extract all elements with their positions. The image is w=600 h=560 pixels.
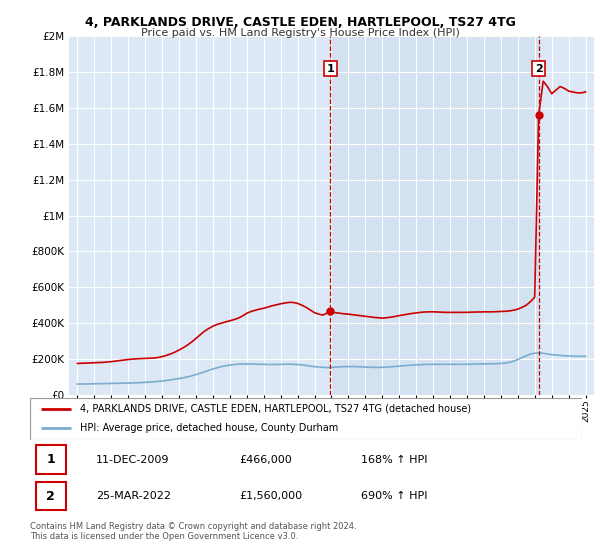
Text: 168% ↑ HPI: 168% ↑ HPI — [361, 455, 428, 465]
Text: £466,000: £466,000 — [240, 455, 293, 465]
Text: 2: 2 — [535, 64, 542, 74]
Text: Contains HM Land Registry data © Crown copyright and database right 2024.
This d: Contains HM Land Registry data © Crown c… — [30, 522, 356, 542]
Bar — [331, 36, 539, 395]
Text: 690% ↑ HPI: 690% ↑ HPI — [361, 491, 428, 501]
Bar — [35, 482, 66, 511]
Text: HPI: Average price, detached house, County Durham: HPI: Average price, detached house, Coun… — [80, 423, 338, 433]
Text: 4, PARKLANDS DRIVE, CASTLE EDEN, HARTLEPOOL, TS27 4TG: 4, PARKLANDS DRIVE, CASTLE EDEN, HARTLEP… — [85, 16, 515, 29]
Text: Price paid vs. HM Land Registry's House Price Index (HPI): Price paid vs. HM Land Registry's House … — [140, 28, 460, 38]
Text: 1: 1 — [326, 64, 334, 74]
Text: 2: 2 — [46, 489, 55, 502]
Bar — [35, 445, 66, 474]
Text: £1,560,000: £1,560,000 — [240, 491, 303, 501]
Text: 25-MAR-2022: 25-MAR-2022 — [96, 491, 171, 501]
Text: 11-DEC-2009: 11-DEC-2009 — [96, 455, 170, 465]
Text: 4, PARKLANDS DRIVE, CASTLE EDEN, HARTLEPOOL, TS27 4TG (detached house): 4, PARKLANDS DRIVE, CASTLE EDEN, HARTLEP… — [80, 404, 471, 414]
Text: 1: 1 — [46, 453, 55, 466]
